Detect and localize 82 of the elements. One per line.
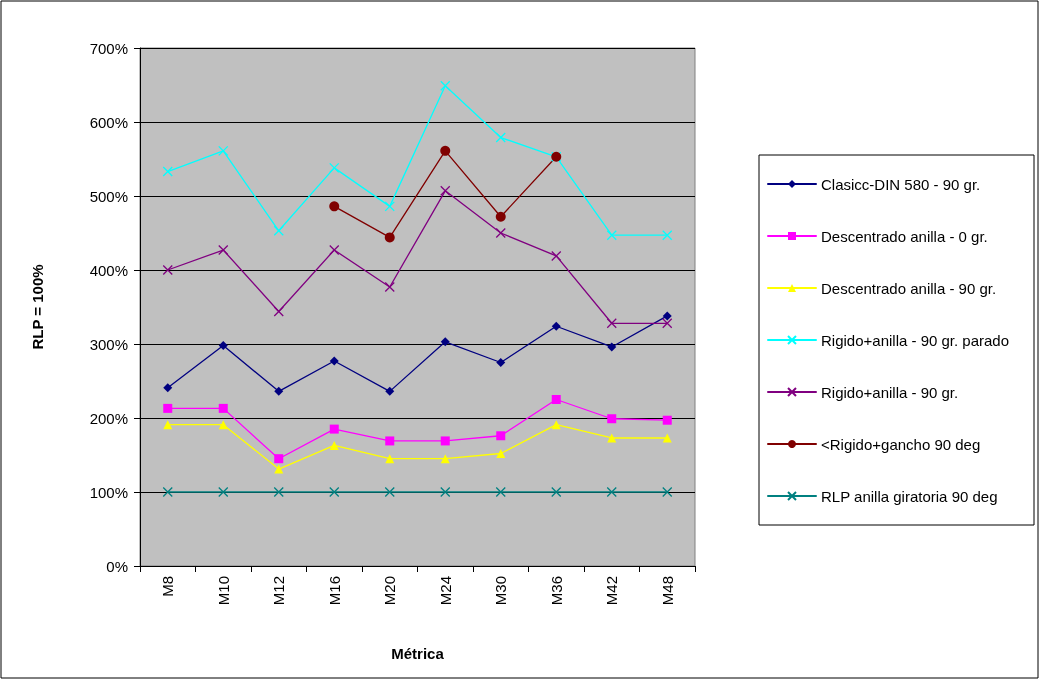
point (551, 321, 561, 331)
point (662, 415, 672, 425)
y-tick-label: 400% (89, 261, 128, 279)
point (218, 145, 229, 157)
point (218, 403, 228, 413)
point (218, 486, 229, 498)
point (384, 281, 395, 293)
legend-label: Descentrado anilla - 90 gr. (821, 279, 997, 297)
point (607, 342, 617, 352)
point (662, 318, 673, 329)
y-tick-label: 200% (89, 409, 128, 427)
legend-label: Rigido+anilla - 90 gr. parado (821, 331, 1010, 349)
point (440, 185, 451, 196)
point (496, 358, 506, 367)
point (329, 486, 340, 498)
point (440, 145, 451, 156)
point (440, 486, 451, 498)
x-tick-label: M48 (658, 576, 676, 606)
point (273, 306, 284, 317)
point (662, 486, 673, 498)
point (329, 201, 340, 212)
point (606, 318, 617, 329)
y-tick-label: 500% (89, 187, 128, 205)
x-tick-label: M42 (603, 576, 621, 606)
x-tick-label: M12 (270, 576, 288, 606)
legend-label: Clasicc-DIN 580 - 90 gr. (821, 175, 981, 193)
point (329, 162, 340, 174)
point (440, 80, 451, 91)
point (551, 250, 562, 262)
point (162, 264, 173, 276)
point (274, 464, 284, 474)
point (385, 436, 395, 446)
point (495, 227, 506, 239)
legend-label: RLP anilla giratoria 90 deg (821, 487, 998, 505)
y-tick-label: 300% (89, 335, 128, 353)
point (606, 486, 617, 498)
point (662, 230, 673, 241)
point (274, 386, 284, 396)
point (273, 486, 284, 498)
point (274, 454, 284, 464)
point (385, 386, 395, 396)
point (384, 201, 395, 212)
point (218, 244, 229, 256)
x-tick-label: M36 (547, 576, 565, 606)
point (607, 414, 617, 424)
x-tick-label: M16 (325, 576, 343, 606)
point (384, 486, 395, 498)
point (662, 311, 672, 321)
point (496, 431, 506, 441)
legend-label: Rigido+anilla - 90 gr. (821, 383, 959, 401)
point (218, 340, 228, 350)
y-tick-label: 100% (89, 483, 128, 501)
point (329, 424, 339, 434)
point (384, 232, 395, 243)
point (495, 211, 506, 222)
point (162, 166, 173, 177)
point (495, 486, 506, 498)
x-tick-label: M20 (381, 576, 399, 606)
point (495, 132, 506, 143)
x-tick-label: M10 (214, 576, 232, 606)
point (163, 403, 173, 413)
point (606, 230, 617, 241)
point (440, 436, 450, 446)
legend-label: <Rigido+gancho 90 deg (821, 435, 981, 453)
point (329, 440, 339, 450)
x-tick-label: M8 (159, 576, 177, 597)
point (329, 356, 339, 366)
y-tick-label: 600% (89, 113, 128, 131)
point (273, 225, 284, 236)
x-tick-label: M30 (492, 576, 510, 606)
y-axis-title: RLP = 100% (29, 264, 46, 350)
y-tick-label: 0% (106, 557, 128, 575)
point (551, 395, 561, 404)
x-axis-title: Métrica (391, 645, 445, 662)
point (440, 337, 450, 347)
y-tick-label: 700% (89, 39, 128, 57)
point (329, 244, 340, 256)
legend-label: Descentrado anilla - 0 gr. (821, 227, 988, 245)
point (162, 486, 173, 498)
point (163, 383, 173, 393)
point (551, 486, 562, 498)
x-tick-label: M24 (436, 576, 454, 606)
